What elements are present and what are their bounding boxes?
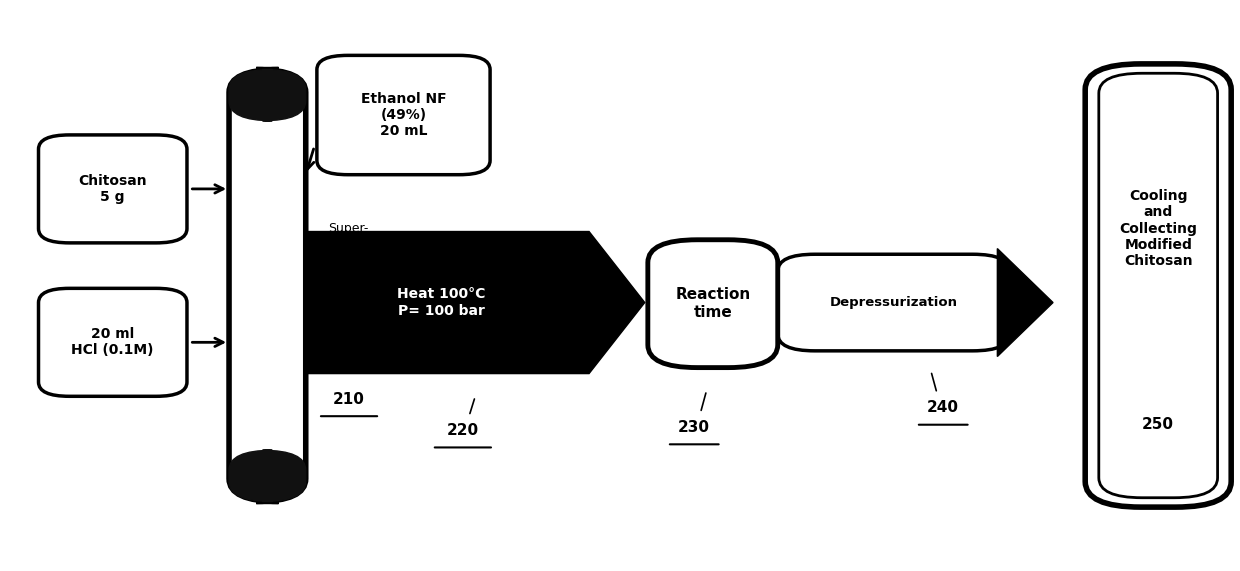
- FancyBboxPatch shape: [1085, 64, 1231, 507]
- Text: Cooling
and
Collecting
Modified
Chitosan: Cooling and Collecting Modified Chitosan: [1120, 189, 1197, 268]
- Text: Heat 100°C
P= 100 bar: Heat 100°C P= 100 bar: [397, 287, 485, 317]
- Text: 210: 210: [334, 392, 365, 407]
- Text: 220: 220: [446, 423, 479, 438]
- FancyBboxPatch shape: [229, 451, 306, 501]
- Text: 240: 240: [928, 400, 960, 415]
- FancyBboxPatch shape: [38, 135, 187, 243]
- Text: Reaction
time: Reaction time: [675, 287, 750, 320]
- FancyBboxPatch shape: [229, 70, 306, 120]
- FancyBboxPatch shape: [647, 240, 777, 368]
- FancyBboxPatch shape: [38, 288, 187, 396]
- Text: 250: 250: [1142, 417, 1174, 432]
- Text: Super-
Critical
CO₂
Vessel: Super- Critical CO₂ Vessel: [329, 223, 372, 280]
- FancyBboxPatch shape: [777, 254, 1009, 351]
- FancyBboxPatch shape: [1099, 73, 1218, 498]
- Text: Chitosan
5 g: Chitosan 5 g: [78, 174, 148, 204]
- Polygon shape: [997, 248, 1053, 356]
- Text: Depressurization: Depressurization: [830, 296, 957, 309]
- Text: 20 ml
HCl (0.1M): 20 ml HCl (0.1M): [72, 327, 154, 357]
- Text: 230: 230: [678, 420, 711, 435]
- FancyBboxPatch shape: [229, 70, 306, 501]
- FancyBboxPatch shape: [317, 55, 490, 175]
- Polygon shape: [306, 231, 645, 373]
- Text: Ethanol NF
(49%)
20 mL: Ethanol NF (49%) 20 mL: [361, 92, 446, 138]
